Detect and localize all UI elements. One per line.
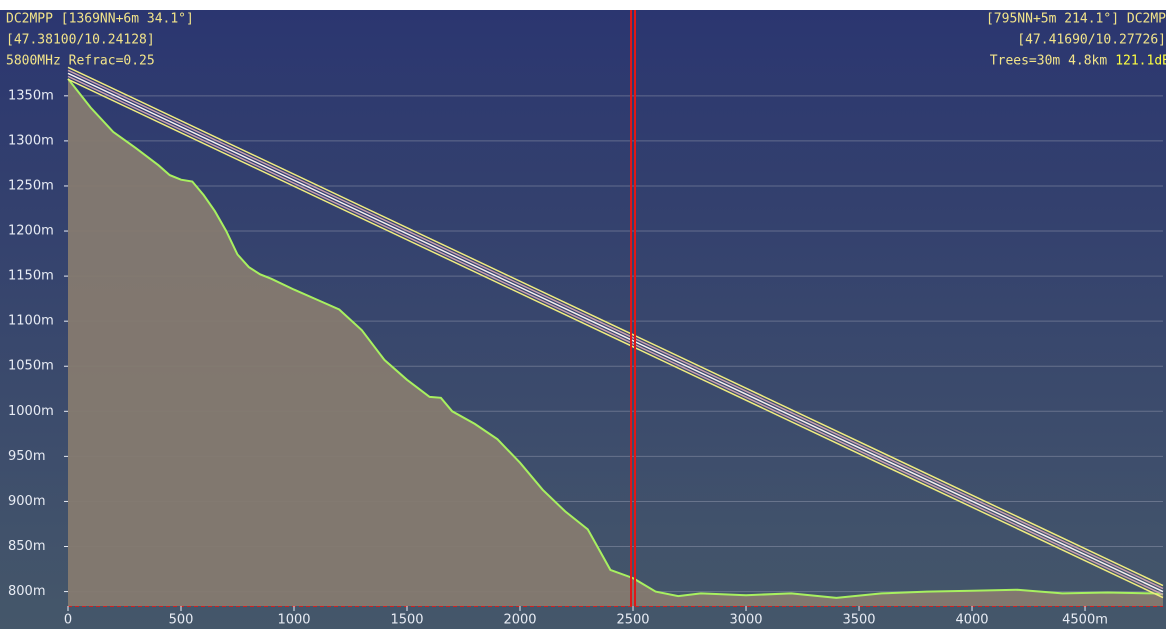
annotation-right: [795NN+5m 214.1°] DC2MP <box>986 12 1166 27</box>
annotation-right: [47.41690/10.27726] <box>1017 33 1166 48</box>
x-tick-label: 0 <box>64 613 72 628</box>
y-tick-label: 800m <box>8 584 45 599</box>
x-tick-label: 4000 <box>955 613 988 628</box>
annotation-right: Trees=30m 4.8km <box>990 54 1108 69</box>
x-tick-label: 3500 <box>842 613 875 628</box>
x-tick-label: 500 <box>169 613 194 628</box>
y-tick-label: 1100m <box>8 314 54 329</box>
y-tick-label: 1150m <box>8 269 54 284</box>
x-tick-label: 2000 <box>503 613 536 628</box>
y-tick-label: 950m <box>8 449 45 464</box>
y-tick-label: 900m <box>8 494 45 509</box>
x-tick-label: 1500 <box>390 613 423 628</box>
y-tick-label: 1200m <box>8 224 54 239</box>
path-loss: 121.1dB <box>1115 54 1166 69</box>
profile-chart: 800m 850m 900m 950m 1000m 1050m 1100m 1150m 1200… <box>0 0 1166 629</box>
x-tick-label: 2500 <box>616 613 649 628</box>
annotation-left: 5800MHz Refrac=0.25 <box>6 54 155 69</box>
x-tick-label: 4500m <box>1062 613 1108 628</box>
y-tick-label: 1050m <box>8 359 54 374</box>
x-tick-label: 3000 <box>729 613 762 628</box>
y-tick-label: 1250m <box>8 178 54 193</box>
y-tick-label: 1350m <box>8 88 54 103</box>
annotation-left: DC2MPP [1369NN+6m 34.1°] <box>6 12 194 27</box>
y-tick-label: 1300m <box>8 133 54 148</box>
annotation-left: [47.38100/10.24128] <box>6 33 155 48</box>
y-tick-label: 850m <box>8 539 45 554</box>
y-tick-label: 1000m <box>8 404 54 419</box>
x-tick-label: 1000 <box>277 613 310 628</box>
